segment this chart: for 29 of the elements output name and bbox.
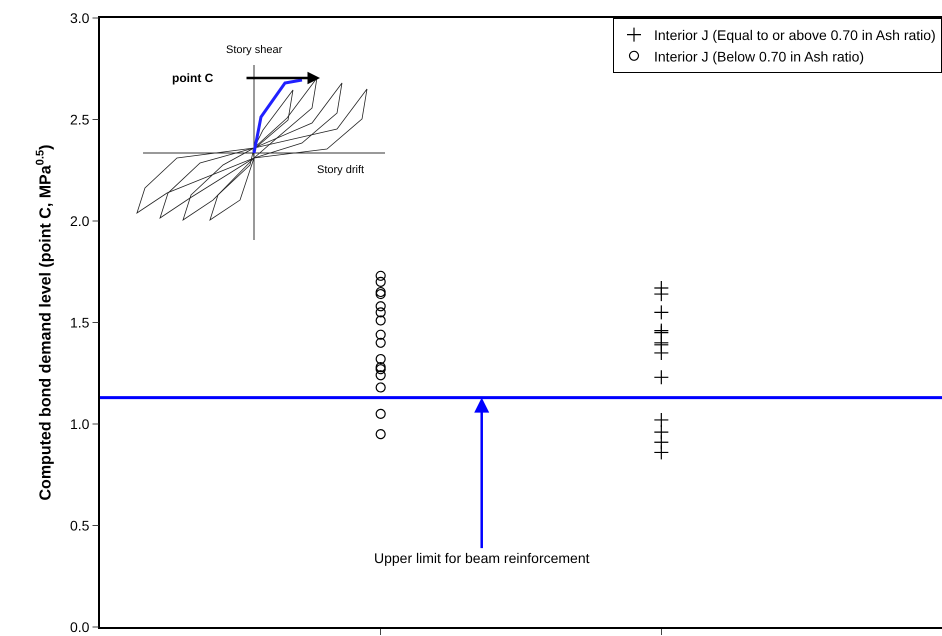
y-tick-label: 0.5 [70, 517, 90, 534]
legend-label: Interior J (Equal to or above 0.70 in Ash ratio) [654, 27, 936, 44]
legend-label: Interior J (Below 0.70 in Ash ratio) [654, 48, 864, 64]
point [376, 276, 386, 287]
point [654, 444, 669, 460]
point [376, 382, 386, 393]
y-tick-label: 1.5 [70, 314, 90, 330]
point [654, 345, 669, 361]
point [376, 301, 386, 312]
point [376, 408, 386, 419]
y-tick-label: 2.5 [70, 111, 90, 128]
point [376, 354, 386, 364]
point [654, 304, 669, 320]
y-tick-label: 2.0 [70, 212, 90, 229]
point [376, 429, 386, 440]
y-tick-label: 3.0 [70, 10, 90, 26]
point [376, 315, 386, 326]
y-tick-label: 1.0 [70, 416, 90, 432]
point [376, 307, 386, 318]
point [376, 270, 386, 281]
point [376, 338, 386, 348]
annotation: Story shear [226, 44, 283, 56]
point [376, 330, 386, 340]
point [654, 370, 669, 385]
annotation: Upper limit for beam reinforcement [374, 550, 590, 566]
point [376, 370, 386, 380]
point [654, 412, 669, 428]
point [654, 286, 669, 302]
y-tick-label: 0.0 [70, 618, 90, 635]
